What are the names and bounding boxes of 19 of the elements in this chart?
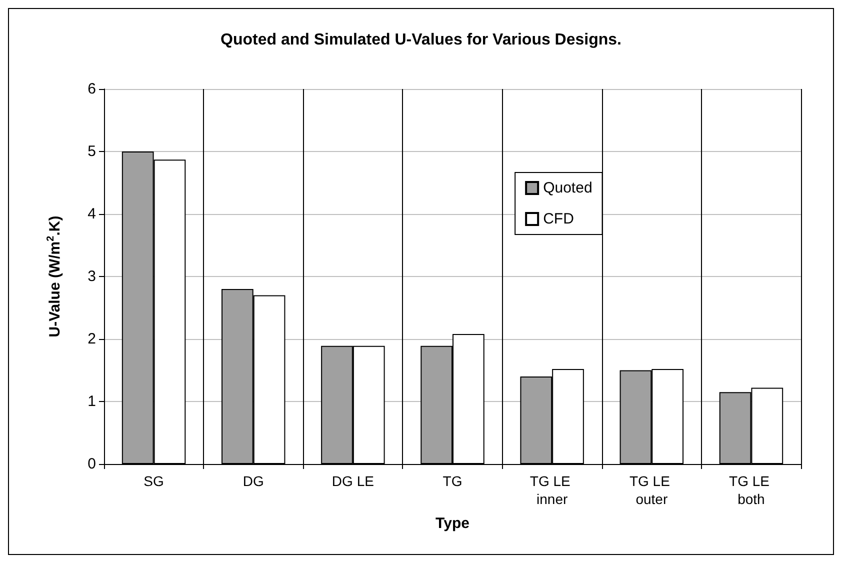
x-tick-label: TG LE both — [729, 473, 774, 507]
x-tick-label: TG LE outer — [629, 473, 674, 507]
y-tick-label: 3 — [88, 268, 96, 285]
legend-label: CFD — [543, 210, 574, 228]
y-tick-label: 4 — [88, 206, 96, 222]
x-axis-title: Type — [436, 515, 470, 532]
chart-title: Quoted and Simulated U-Values for Various Designs. — [220, 32, 622, 48]
y-tick-label: 6 — [88, 80, 96, 98]
legend-label: Quoted — [543, 180, 592, 196]
x-tick-label: SG — [144, 473, 164, 489]
x-tick-label: TG — [442, 473, 462, 489]
y-tick-label: 2 — [88, 330, 96, 348]
x-tick-label: TG LE inner — [530, 473, 574, 507]
y-tick-label: 1 — [88, 393, 96, 410]
y-axis-title: U-Value (W/m2.K) — [46, 216, 64, 338]
y-tick-label: 0 — [88, 456, 96, 472]
x-tick-label: DG — [242, 473, 264, 489]
x-tick-label: DG LE — [332, 473, 374, 489]
y-tick-label: 5 — [88, 143, 96, 160]
